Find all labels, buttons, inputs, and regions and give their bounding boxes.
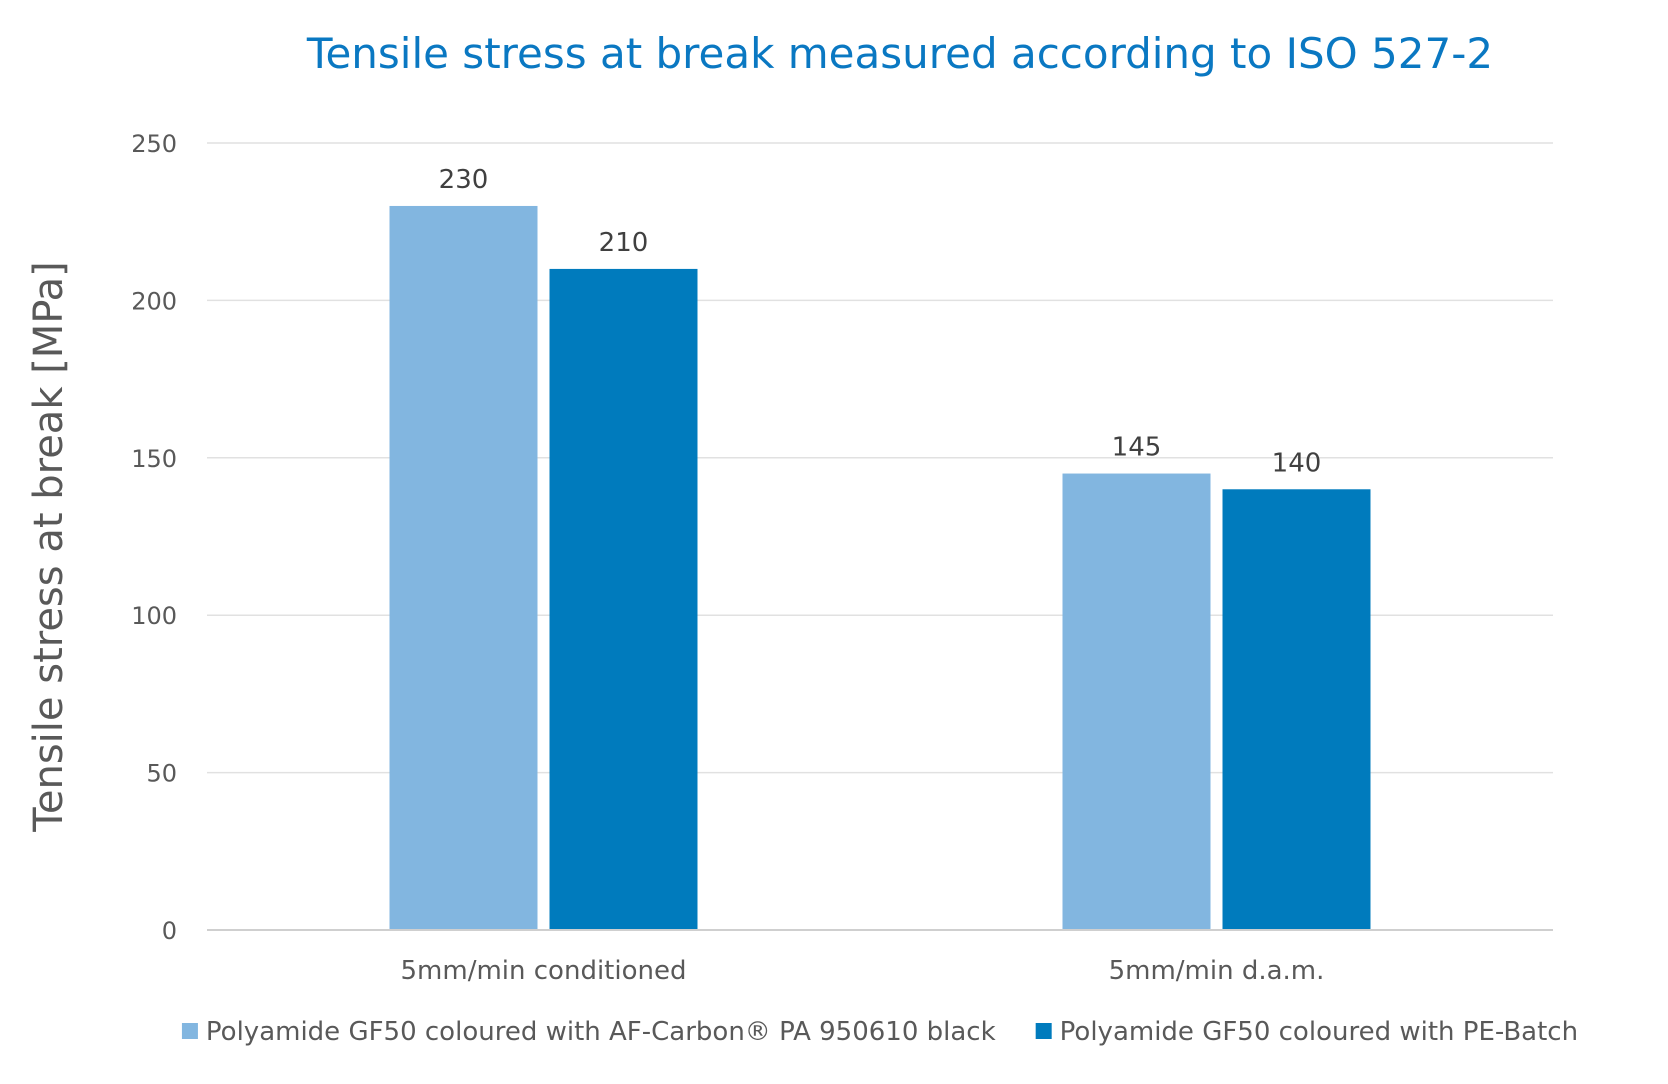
- data-label: 230: [439, 165, 489, 195]
- y-tick-label: 150: [131, 445, 177, 473]
- legend-item: Polyamide GF50 coloured with PE-Batch: [1035, 1017, 1578, 1047]
- data-label: 210: [599, 228, 649, 258]
- legend-swatch: [1035, 1023, 1052, 1039]
- y-tick-label: 250: [131, 130, 177, 158]
- y-tick-label: 200: [131, 287, 177, 315]
- legend-label: Polyamide GF50 coloured with AF-Carbon® …: [206, 1017, 996, 1047]
- y-tick-label: 100: [131, 602, 177, 630]
- data-label: 145: [1112, 433, 1162, 463]
- data-label: 140: [1272, 448, 1322, 478]
- legend-item: Polyamide GF50 coloured with AF-Carbon® …: [181, 1017, 996, 1047]
- data-labels: 230 210 145 140: [439, 165, 1322, 478]
- y-axis-ticks: 0 50 100 150 200 250: [131, 130, 177, 945]
- y-tick-label: 0: [162, 917, 177, 945]
- legend-swatch: [181, 1023, 198, 1039]
- x-tick-label: 5mm/min d.a.m.: [1109, 956, 1325, 986]
- y-axis-title: Tensile stress at break [MPa]: [26, 261, 72, 833]
- x-axis-ticks: 5mm/min conditioned 5mm/min d.a.m.: [401, 956, 1325, 986]
- chart-title: Tensile stress at break measured accordi…: [306, 29, 1493, 78]
- legend-label: Polyamide GF50 coloured with PE-Batch: [1060, 1017, 1578, 1047]
- y-tick-label: 50: [146, 760, 177, 788]
- x-tick-label: 5mm/min conditioned: [401, 956, 687, 986]
- bar-series-2-cat-2: [1222, 489, 1371, 930]
- bar-series-2-cat-1: [549, 268, 698, 930]
- legend: Polyamide GF50 coloured with AF-Carbon® …: [181, 1017, 1578, 1047]
- bars: [389, 205, 1371, 930]
- bar-series-1-cat-1: [389, 205, 538, 930]
- bar-series-1-cat-2: [1062, 473, 1211, 930]
